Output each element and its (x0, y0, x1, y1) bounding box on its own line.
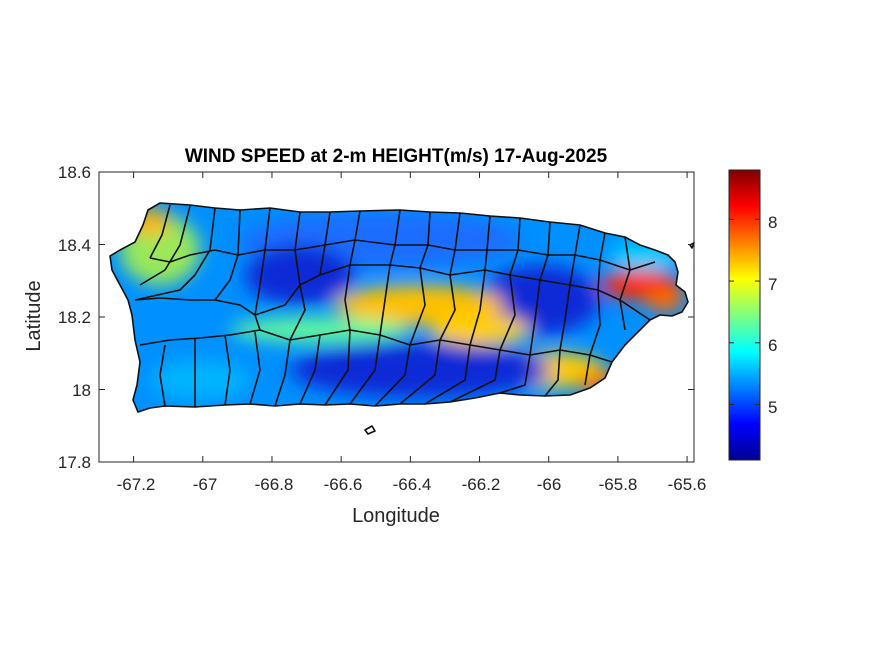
y-tick-label: 18 (72, 381, 91, 400)
x-tick-label: -65.8 (599, 475, 638, 494)
colorbar-gradient (728, 169, 761, 461)
colorbar-tick-label: 8 (768, 213, 777, 232)
x-tick-label: -67.2 (117, 475, 156, 494)
y-tick-label: 17.8 (58, 453, 91, 472)
y-axis-ticks: 17.8 18 18.2 18.4 18.6 (58, 163, 91, 472)
y-axis-label: Latitude (23, 280, 45, 351)
x-tick-label: -66.4 (393, 475, 432, 494)
x-axis-label: Longitude (352, 505, 440, 527)
x-tick-label: -66.2 (462, 475, 501, 494)
x-tick-label: -65.6 (668, 475, 707, 494)
colorbar: 5 6 7 8 (728, 169, 777, 461)
municipality-boundaries (109, 202, 695, 435)
x-tick-label: -67 (193, 475, 218, 494)
x-tick-label: -66.6 (324, 475, 363, 494)
colorbar-tick-label: 6 (768, 336, 777, 355)
x-tick-label: -66 (537, 475, 562, 494)
x-axis-ticks: -67.2 -67 -66.8 -66.6 -66.4 -66.2 -66 -6… (117, 475, 707, 494)
y-tick-label: 18.4 (58, 236, 91, 255)
chart-title: WIND SPEED at 2-m HEIGHT(m/s) 17-Aug-202… (185, 146, 608, 167)
axis-ticks (99, 171, 694, 463)
y-tick-label: 18.6 (58, 163, 91, 182)
wind-speed-field (110, 203, 688, 412)
x-tick-label: -66.8 (255, 475, 294, 494)
colorbar-tick-label: 5 (768, 398, 777, 417)
y-tick-label: 18.2 (58, 308, 91, 327)
colorbar-tick-label: 7 (768, 275, 777, 294)
